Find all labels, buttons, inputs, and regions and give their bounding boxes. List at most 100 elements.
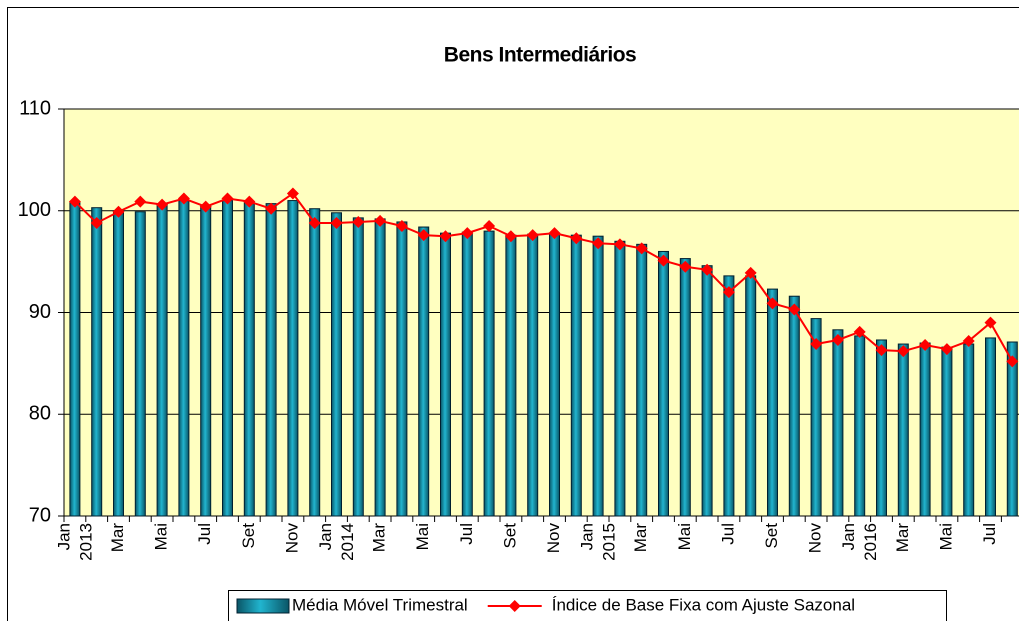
y-tick-label: 110 [19, 97, 51, 119]
marker [962, 334, 975, 347]
marker [286, 187, 299, 200]
y-tick-label: 90 [29, 301, 51, 323]
marker [831, 333, 844, 346]
x-tick-label: Mai [413, 523, 432, 550]
bar [876, 339, 887, 517]
x-tick-label: Nov [282, 523, 301, 554]
legend-label: Índice de Base Fixa com Ajuste Sazonal [552, 595, 855, 614]
marker [504, 230, 517, 243]
bar [287, 200, 299, 517]
x-tick-label: Set [762, 523, 781, 549]
marker [984, 316, 997, 329]
marker [919, 339, 932, 352]
marker [243, 195, 256, 208]
bar [897, 343, 909, 517]
y-tick-label: 70 [29, 504, 51, 526]
marker [766, 297, 779, 310]
marker [461, 227, 474, 240]
x-tick-label: Mai [936, 523, 955, 550]
bar [243, 202, 255, 517]
bar [767, 288, 778, 517]
bar [570, 234, 582, 517]
x-tick-label: Jan [839, 523, 858, 550]
bar [723, 275, 735, 517]
bar [352, 217, 364, 517]
marker [68, 195, 81, 208]
marker [156, 198, 169, 211]
marker [722, 286, 735, 299]
bar [396, 221, 408, 517]
bar [265, 203, 277, 517]
bar [592, 235, 604, 517]
bar [788, 295, 800, 517]
marker [90, 216, 103, 229]
x-tick-label: Nov [806, 523, 825, 554]
marker [112, 205, 125, 218]
y-tick-label: 80 [29, 403, 51, 425]
marker [417, 229, 430, 242]
marker [657, 254, 670, 267]
bar [134, 211, 146, 517]
bar [745, 275, 757, 517]
marker [744, 266, 757, 279]
x-tick-label: Mar [893, 523, 912, 553]
bar [69, 202, 81, 517]
marker [853, 325, 866, 338]
bar [701, 265, 713, 517]
x-tick-label: Jan [578, 523, 597, 550]
marker [352, 215, 365, 228]
bar [440, 232, 451, 517]
legend-label: Média Móvel Trimestral [292, 595, 468, 614]
legend-marker [508, 600, 521, 612]
bar [985, 337, 996, 517]
bar [919, 342, 931, 517]
marker [265, 202, 278, 215]
marker [570, 232, 583, 245]
x-tick-label: Mar [108, 523, 127, 553]
chart-title: Bens Intermediários [444, 44, 636, 67]
marker [635, 242, 648, 255]
bar [963, 343, 975, 517]
bar [461, 231, 473, 517]
bar [636, 243, 648, 517]
x-tick-label: 2014 [338, 523, 357, 561]
marker [395, 220, 408, 233]
legend-swatch [236, 598, 290, 614]
marker [679, 260, 692, 273]
bar [505, 234, 517, 517]
marker [548, 227, 561, 240]
x-tick-label: 2016 [861, 523, 880, 561]
bar [549, 232, 560, 517]
bar [222, 200, 233, 517]
bar [614, 240, 626, 517]
marker [199, 200, 212, 213]
x-tick-label: Mai [675, 523, 694, 550]
marker [330, 216, 343, 229]
marker [1006, 355, 1019, 368]
bar [941, 346, 953, 517]
bar [178, 200, 190, 517]
x-tick-label: 2015 [600, 523, 619, 561]
y-tick-label: 100 [18, 199, 51, 221]
bar [331, 212, 342, 517]
x-tick-label: Set [500, 523, 519, 549]
marker [592, 237, 605, 250]
marker [374, 214, 387, 227]
bar [418, 226, 430, 517]
bar [854, 335, 866, 517]
bar [1006, 341, 1018, 517]
x-tick-label: Jul [718, 523, 737, 545]
bar [200, 205, 212, 517]
bar [527, 233, 539, 517]
marker [613, 238, 626, 251]
bar [309, 208, 321, 517]
x-tick-label: Jan [316, 523, 335, 550]
x-tick-label: Jul [457, 523, 476, 545]
marker [483, 220, 496, 233]
bar [156, 204, 168, 517]
marker [308, 216, 321, 229]
marker [526, 229, 539, 242]
x-tick-label: 2013 [76, 523, 95, 561]
